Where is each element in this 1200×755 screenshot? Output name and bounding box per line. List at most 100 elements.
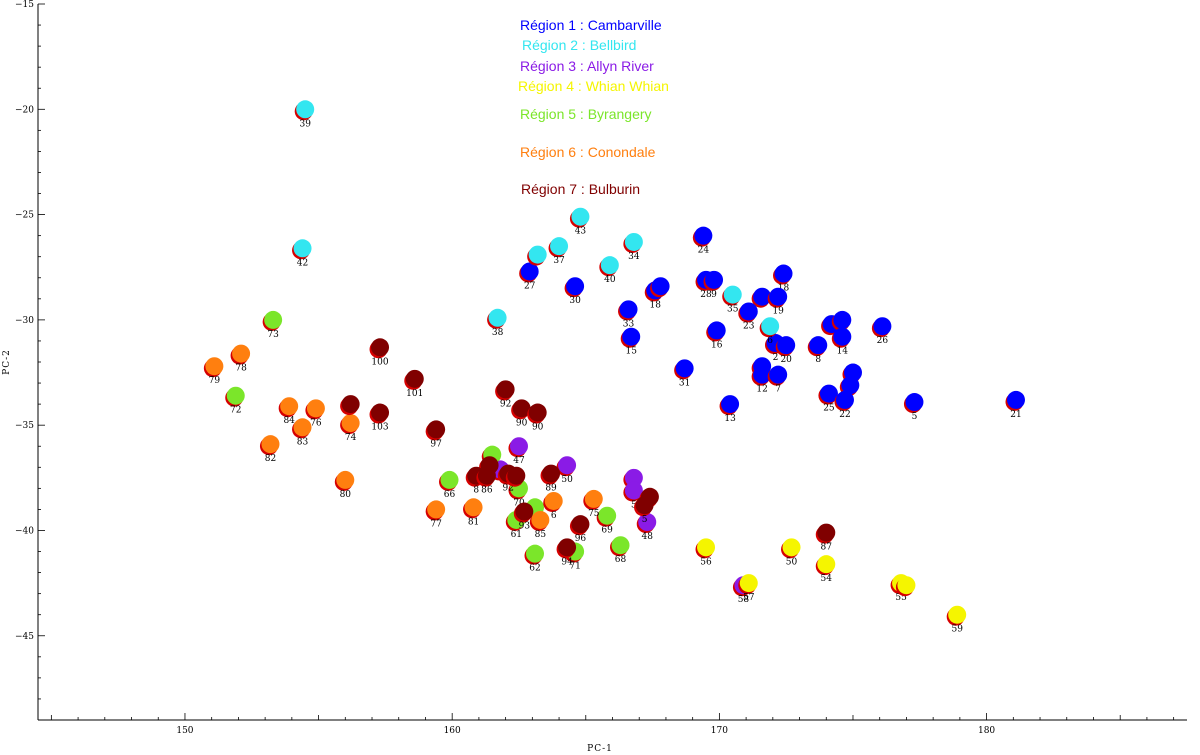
point-label: 40 xyxy=(604,275,616,285)
data-point xyxy=(566,277,585,296)
data-point xyxy=(341,414,360,433)
point-label: 70 xyxy=(513,498,525,508)
point-label: 31 xyxy=(679,378,690,388)
data-point xyxy=(622,327,641,346)
data-point xyxy=(464,498,483,517)
point-label: 74 xyxy=(345,433,357,443)
data-point xyxy=(542,464,561,483)
data-point xyxy=(782,538,801,557)
point-label: 7 xyxy=(775,385,781,395)
point-label: 87 xyxy=(821,543,833,553)
legend-entry: Région 3 : Allyn River xyxy=(520,58,654,74)
point-label: 75 xyxy=(588,509,600,519)
data-point xyxy=(296,100,315,119)
data-point xyxy=(769,365,788,384)
data-point xyxy=(777,336,796,355)
point-label: 16 xyxy=(711,340,723,350)
y-tick-label: −25 xyxy=(15,211,34,221)
point-label: 82 xyxy=(265,454,276,464)
data-point xyxy=(624,232,643,251)
data-point xyxy=(897,576,916,595)
point-label: 96 xyxy=(575,534,587,544)
data-point xyxy=(817,523,836,542)
point-label: 25 xyxy=(823,404,835,414)
x-axis-title: PC-1 xyxy=(587,744,613,754)
point-label: 66 xyxy=(444,490,456,500)
point-label: 6 xyxy=(551,511,557,521)
legend-entry: Région 1 : Cambarville xyxy=(520,17,662,33)
data-point xyxy=(651,277,670,296)
point-label: 18 xyxy=(778,284,790,294)
point-label: 59 xyxy=(951,625,963,635)
point-label: 80 xyxy=(340,490,352,500)
data-point xyxy=(261,435,280,454)
point-label: 39 xyxy=(299,119,311,129)
data-point xyxy=(226,386,245,405)
point-label: 55 xyxy=(895,593,907,603)
point-label: 73 xyxy=(267,330,279,340)
point-label: 83 xyxy=(297,437,309,447)
data-point xyxy=(624,481,643,500)
data-point xyxy=(598,506,617,525)
plot-background xyxy=(38,4,1187,720)
point-label: 42 xyxy=(297,258,308,268)
data-point xyxy=(528,245,547,264)
point-label: 92 xyxy=(500,399,511,409)
data-point xyxy=(550,237,569,256)
y-tick-label: −15 xyxy=(15,0,34,10)
data-point xyxy=(427,500,446,519)
data-point xyxy=(723,285,742,304)
point-label: 2 xyxy=(773,353,779,363)
point-label: 90 xyxy=(532,423,544,433)
data-point xyxy=(341,395,360,414)
y-tick-label: −30 xyxy=(15,316,34,326)
data-point xyxy=(905,393,924,412)
data-point xyxy=(873,317,892,336)
point-label: 69 xyxy=(601,526,613,536)
legend: Région 1 : Cambarville Région 2 : Bellbir… xyxy=(518,17,669,197)
data-point xyxy=(293,418,312,437)
data-point xyxy=(697,538,716,557)
point-label: 58 xyxy=(738,595,750,605)
point-label: 84 xyxy=(283,416,295,426)
data-point xyxy=(264,310,283,329)
data-point xyxy=(507,466,526,485)
data-point xyxy=(638,513,657,532)
data-point xyxy=(371,403,390,422)
data-point xyxy=(280,397,299,416)
point-label: 47 xyxy=(513,456,525,466)
data-point xyxy=(544,491,563,510)
data-point xyxy=(509,437,528,456)
point-label: 89 xyxy=(545,484,557,494)
point-label: 68 xyxy=(615,555,627,565)
point-label: 9 xyxy=(711,290,717,300)
data-point xyxy=(635,496,654,515)
data-point xyxy=(515,502,534,521)
point-label: 20 xyxy=(780,355,792,365)
point-label: 103 xyxy=(371,423,388,433)
point-label: 77 xyxy=(430,519,442,529)
data-point xyxy=(675,359,694,378)
point-label: 12 xyxy=(756,385,767,395)
data-point xyxy=(558,456,577,475)
data-point xyxy=(371,338,390,357)
data-point xyxy=(739,302,758,321)
data-point xyxy=(774,264,793,283)
point-label: 50 xyxy=(561,475,573,485)
point-label: 54 xyxy=(821,574,833,584)
point-label: 37 xyxy=(553,256,565,266)
point-label: 90 xyxy=(516,418,528,428)
point-label: 92 xyxy=(503,484,514,494)
y-tick-label: −20 xyxy=(15,105,34,115)
point-label: 8 xyxy=(473,486,479,496)
data-point xyxy=(833,310,852,329)
data-point xyxy=(496,380,515,399)
data-point xyxy=(405,369,424,388)
data-point xyxy=(488,308,507,327)
point-label: 81 xyxy=(468,517,479,527)
data-point xyxy=(306,399,325,418)
point-label: 56 xyxy=(700,557,712,567)
legend-entry: Région 7 : Bulburin xyxy=(521,181,640,197)
